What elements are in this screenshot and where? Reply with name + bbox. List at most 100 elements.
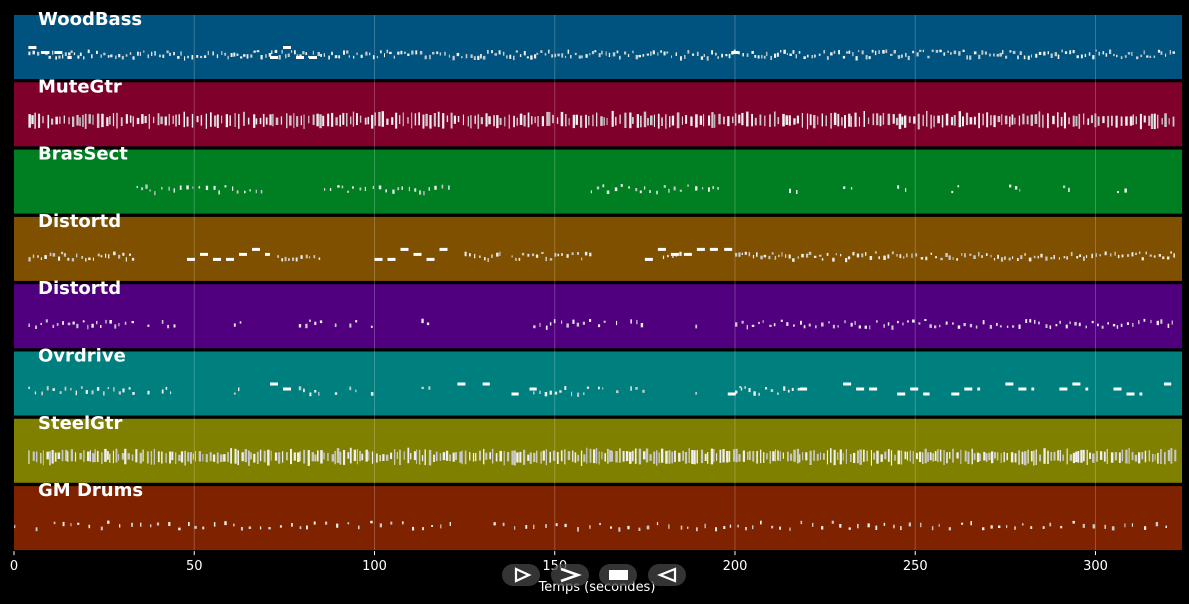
note-mark — [461, 56, 463, 59]
note-mark — [687, 526, 689, 529]
note-mark — [695, 391, 697, 395]
note-mark — [788, 115, 791, 126]
note-mark — [248, 450, 250, 466]
note-mark — [305, 254, 308, 259]
note-mark — [475, 452, 477, 462]
note-mark — [931, 526, 934, 531]
note-mark — [728, 53, 731, 59]
note-mark — [1117, 254, 1120, 259]
note-mark — [938, 523, 940, 527]
sustained-note — [374, 257, 383, 261]
note-mark — [667, 254, 669, 258]
note-mark — [59, 391, 62, 394]
note-mark — [1099, 254, 1101, 257]
note-mark — [922, 49, 924, 53]
note-mark — [1164, 452, 1166, 465]
note-mark — [870, 450, 872, 466]
track-name-label: Ovrdrive — [38, 346, 126, 367]
play-button[interactable] — [502, 564, 540, 586]
note-mark — [1060, 116, 1063, 126]
note-mark — [567, 49, 570, 54]
note-mark — [900, 450, 903, 465]
note-mark — [850, 187, 853, 190]
note-mark — [429, 115, 432, 129]
note-mark — [38, 113, 41, 128]
note-mark — [73, 52, 76, 56]
note-mark — [1143, 115, 1146, 123]
note-mark — [554, 253, 557, 257]
note-mark — [100, 325, 102, 328]
note-mark — [940, 257, 943, 261]
note-mark — [1124, 55, 1127, 58]
note-mark — [157, 451, 160, 463]
note-mark — [212, 454, 216, 462]
note-mark — [57, 452, 61, 459]
note-mark — [918, 322, 921, 325]
note-mark — [1127, 254, 1130, 257]
note-mark — [1068, 187, 1070, 192]
note-mark — [312, 114, 315, 125]
note-mark — [216, 114, 219, 128]
note-mark — [680, 525, 683, 530]
note-mark — [785, 254, 787, 258]
note-mark — [290, 448, 292, 465]
note-mark — [192, 453, 194, 460]
note-mark — [238, 113, 240, 129]
note-mark — [751, 51, 754, 54]
note-mark — [35, 527, 38, 532]
note-mark — [1091, 320, 1094, 324]
note-mark — [780, 319, 783, 322]
note-mark — [358, 525, 360, 530]
note-mark — [428, 449, 432, 466]
note-mark — [85, 258, 87, 262]
note-mark — [809, 450, 812, 465]
stop-button[interactable] — [599, 564, 637, 586]
note-mark — [305, 52, 308, 55]
stop-icon — [609, 570, 628, 580]
note-mark — [49, 252, 52, 257]
note-mark — [909, 450, 911, 462]
sustained-note — [226, 257, 234, 261]
sustained-note — [670, 252, 679, 256]
note-mark — [601, 50, 603, 55]
note-mark — [946, 452, 948, 464]
track-name-label: Distortd — [38, 278, 121, 299]
note-mark — [122, 252, 125, 256]
note-mark — [844, 115, 846, 129]
note-mark — [616, 50, 619, 54]
rewind-button[interactable] — [648, 564, 686, 586]
note-mark — [990, 115, 992, 126]
note-mark — [939, 324, 941, 328]
fast-forward-button[interactable] — [551, 564, 589, 586]
note-mark — [859, 449, 862, 465]
note-mark — [132, 116, 134, 127]
note-mark — [516, 117, 518, 126]
note-mark — [82, 114, 84, 127]
note-mark — [741, 320, 744, 324]
note-mark — [1069, 321, 1071, 325]
note-mark — [331, 454, 335, 462]
note-mark — [1114, 251, 1116, 256]
note-mark — [998, 525, 1001, 528]
note-mark — [202, 454, 204, 462]
note-mark — [961, 253, 963, 256]
note-mark — [828, 321, 830, 324]
note-mark — [663, 51, 666, 56]
note-mark — [105, 253, 107, 258]
note-mark — [303, 449, 306, 464]
note-mark — [83, 56, 85, 60]
note-mark — [171, 451, 174, 461]
note-mark — [922, 452, 924, 464]
note-mark — [561, 253, 563, 256]
note-mark — [571, 391, 573, 397]
note-mark — [274, 452, 278, 461]
note-mark — [1138, 251, 1141, 254]
note-mark — [1018, 324, 1021, 329]
note-mark — [1111, 526, 1115, 531]
note-mark — [773, 323, 776, 327]
note-mark — [341, 185, 344, 189]
note-mark — [598, 451, 600, 465]
note-mark — [327, 452, 329, 461]
note-mark — [28, 323, 30, 327]
note-mark — [369, 52, 371, 56]
